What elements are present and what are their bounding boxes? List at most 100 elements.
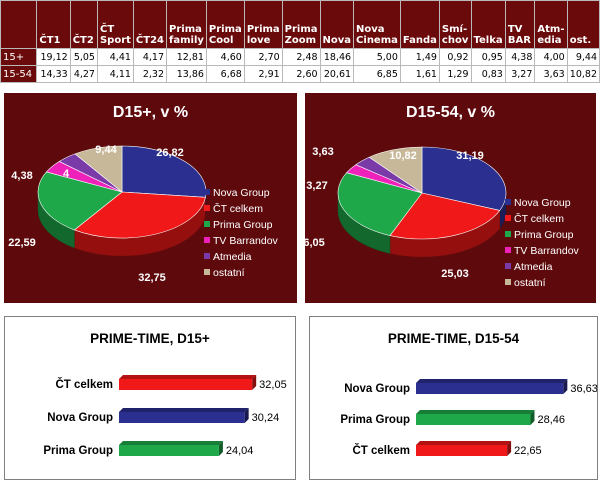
table-cell: 2,32 bbox=[132, 65, 168, 83]
legend-swatch bbox=[204, 237, 210, 243]
legend-swatch bbox=[505, 263, 511, 269]
pie-value-label: 9,44 bbox=[95, 144, 117, 156]
pie-title: D15-54, v % bbox=[406, 104, 495, 121]
column-header: Prima family bbox=[166, 0, 207, 49]
bar-category-label: Nova Group bbox=[47, 412, 113, 424]
bar-end-face bbox=[252, 375, 257, 390]
table-cell: 20,61 bbox=[319, 65, 355, 83]
legend-label: Prima Group bbox=[213, 219, 273, 231]
legend-swatch bbox=[204, 205, 210, 211]
column-header: Smí-chov bbox=[438, 0, 472, 49]
legend-label: ČT celkem bbox=[213, 202, 263, 215]
legend-label: Prima Group bbox=[514, 229, 574, 241]
bar-end-face bbox=[218, 441, 223, 456]
legend-label: TV Barrandov bbox=[213, 235, 279, 247]
table-corner bbox=[0, 0, 38, 49]
legend-swatch bbox=[204, 269, 210, 275]
pie-slice bbox=[337, 172, 423, 236]
column-header: ost. bbox=[566, 0, 600, 49]
table-cell: 4,27 bbox=[69, 65, 98, 83]
legend-label: Atmedia bbox=[514, 261, 553, 273]
table-cell: 4,60 bbox=[205, 48, 245, 66]
bar-end-face bbox=[244, 408, 249, 423]
table-cell: 4,00 bbox=[534, 48, 568, 66]
table-cell: 1,49 bbox=[399, 48, 440, 66]
column-header: ČT1 bbox=[36, 0, 71, 49]
table-cell: 6,68 bbox=[205, 65, 245, 83]
legend-swatch bbox=[204, 189, 210, 195]
legend-swatch bbox=[505, 199, 511, 205]
table-cell: 19,12 bbox=[36, 48, 71, 66]
bar-svg: PRIME-TIME, D15-54 Nova Group 36,63 Prima G… bbox=[340, 331, 597, 457]
table-cell: 0,95 bbox=[470, 48, 506, 66]
column-header: Fanda bbox=[399, 0, 440, 49]
pie-chart-d15-54: D15-54, v % 31,19 25,03 26,05 3,27 3,63 10,82 N… bbox=[305, 93, 596, 303]
bar-value-label: 30,24 bbox=[252, 412, 280, 424]
table-cell: 18,46 bbox=[319, 48, 355, 66]
pie-slice bbox=[368, 146, 423, 194]
bar-category-label: Prima Group bbox=[340, 414, 410, 426]
bar-end-face bbox=[563, 379, 568, 394]
pie-slice bbox=[421, 146, 507, 211]
bar-end-face bbox=[530, 410, 535, 425]
pie-title: D15+, v % bbox=[113, 104, 188, 121]
pie-value-label: 26,82 bbox=[156, 147, 184, 159]
pie-chart-d15plus: D15+, v % 26,82 32,75 22,59 4,38 4 9,44 Nova Gr… bbox=[4, 93, 297, 303]
column-header: Nova Cinema bbox=[353, 0, 401, 49]
legend-label: TV Barrandov bbox=[514, 245, 580, 257]
legend-label: Atmedia bbox=[213, 251, 252, 263]
table-cell: 10,82 bbox=[566, 65, 600, 83]
row-label: 15+ bbox=[0, 48, 38, 66]
bar bbox=[119, 445, 219, 456]
table-cell: 2,60 bbox=[281, 65, 321, 83]
bar bbox=[416, 414, 531, 425]
bar-category-label: ČT celkem bbox=[55, 378, 113, 391]
table-cell: 1,29 bbox=[438, 65, 472, 83]
table-cell: 13,86 bbox=[166, 65, 207, 83]
column-header: Nova bbox=[319, 0, 355, 49]
bar-value-label: 22,65 bbox=[514, 445, 542, 457]
pie-value-label: 32,75 bbox=[138, 272, 166, 284]
table-cell: 14,33 bbox=[36, 65, 71, 83]
pie-value-label: 22,59 bbox=[8, 237, 36, 249]
column-header: ČT2 bbox=[69, 0, 98, 49]
bar-top-face bbox=[416, 410, 535, 414]
table-cell: 4,38 bbox=[504, 48, 536, 66]
table-cell: 9,44 bbox=[566, 48, 600, 66]
table-row: 15-54 14,33 4,27 4,11 2,32 13,86 6,68 2,91 2,60 2… bbox=[0, 65, 600, 83]
legend-swatch bbox=[505, 247, 511, 253]
legend-swatch bbox=[204, 253, 210, 259]
bar-title: PRIME-TIME, D15-54 bbox=[388, 331, 520, 346]
bar bbox=[416, 383, 564, 394]
channel-share-table: ČT1 ČT2 ČT Sport ČT24 Prima family Prima Cool… bbox=[0, 0, 600, 83]
bar-category-label: Prima Group bbox=[43, 445, 113, 457]
table-row: 15+ 19,12 5,05 4,41 4,17 12,81 4,60 2,70 2,48 18,… bbox=[0, 48, 600, 66]
table-cell: 2,91 bbox=[243, 65, 283, 83]
pie-value-label: 26,05 bbox=[305, 237, 325, 249]
pie-value-label: 25,03 bbox=[441, 268, 469, 280]
pie-slice bbox=[389, 192, 501, 240]
table-cell: 4,17 bbox=[132, 48, 168, 66]
pie-legend: Nova Group ČT celkem Prima Group TV Barrand… bbox=[505, 197, 580, 289]
table-cell: 1,61 bbox=[399, 65, 440, 83]
legend-swatch bbox=[505, 279, 511, 285]
bar-top-face bbox=[416, 441, 512, 445]
table-cell: 3,63 bbox=[534, 65, 568, 83]
bar-title: PRIME-TIME, D15+ bbox=[90, 331, 210, 346]
legend-swatch bbox=[505, 215, 511, 221]
bar-top-face bbox=[416, 379, 568, 383]
legend-label: Nova Group bbox=[514, 197, 571, 209]
table-cell: 2,48 bbox=[281, 48, 321, 66]
table-cell: 3,27 bbox=[504, 65, 536, 83]
column-header: TV BAR bbox=[504, 0, 536, 49]
bar bbox=[416, 445, 508, 456]
table-cell: 5,00 bbox=[353, 48, 401, 66]
bar-chart-primetime-d15-54: PRIME-TIME, D15-54 Nova Group 36,63 Prima G… bbox=[309, 316, 598, 480]
column-header: Telka bbox=[470, 0, 506, 49]
bar-value-label: 32,05 bbox=[259, 379, 287, 391]
legend-label: ostatní bbox=[514, 277, 546, 289]
table-cell: 5,05 bbox=[69, 48, 98, 66]
column-header: Atm-edia bbox=[534, 0, 568, 49]
table-cell: 0,92 bbox=[438, 48, 472, 66]
bar-top-face bbox=[119, 375, 257, 379]
